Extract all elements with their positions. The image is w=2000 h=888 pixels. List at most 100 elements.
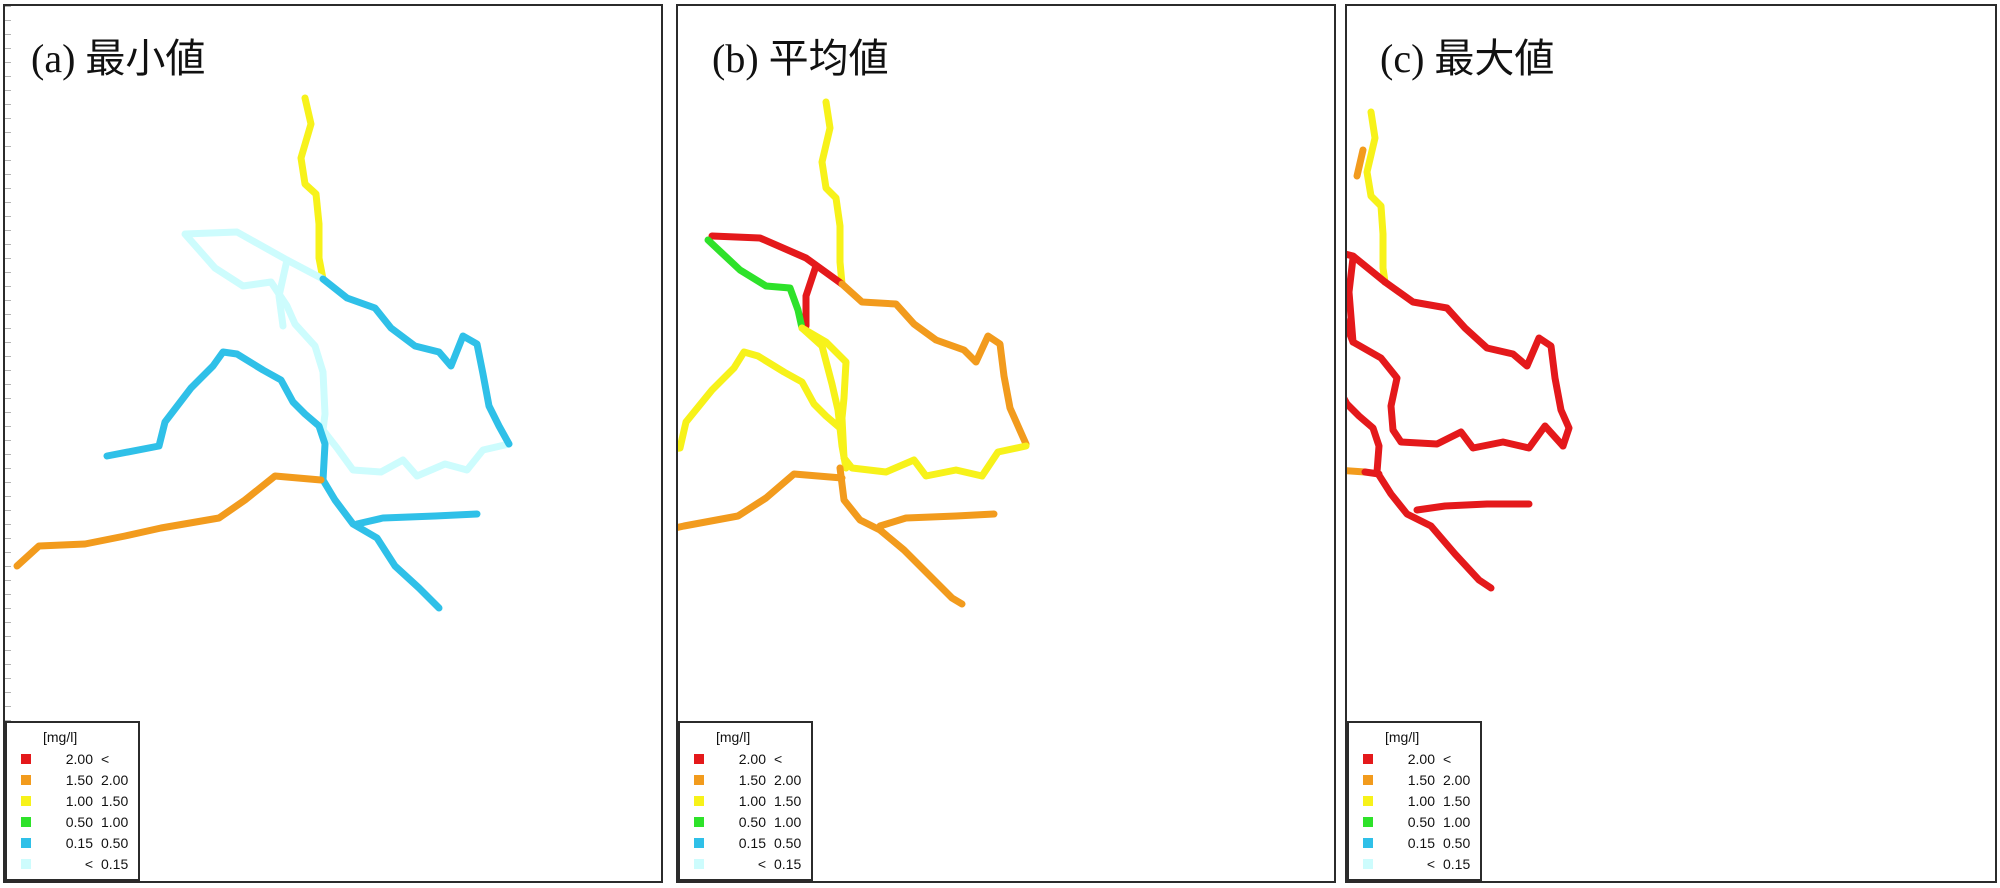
river-segment-red [1361, 468, 1383, 478]
legend-swatch [21, 775, 31, 785]
map-panel-average: (b) 平均値 [mg/l] 2.00 <1.50 2.00 1.00 1.50 0.50 1… [676, 4, 1336, 883]
legend-row-yellow: 1.00 1.50 [1363, 791, 1481, 811]
legend-from: 2.00 [65, 751, 93, 767]
river-segment-blue [319, 275, 513, 448]
legend-row-orange: 1.50 2.00 [1363, 770, 1481, 790]
legend-to: 1.00 [774, 814, 802, 830]
legend-to: 0.50 [1443, 835, 1471, 851]
legend: [mg/l] 2.00 <1.50 2.00 1.00 1.50 0.50 1.00 0.15 0… [5, 721, 140, 881]
legend-from: < [757, 856, 766, 872]
legend: [mg/l] 2.00 <1.50 2.00 1.00 1.50 0.50 1.00 0.15 0… [1347, 721, 1482, 881]
legend-swatch [1363, 775, 1373, 785]
river-segment-orange [1347, 467, 1369, 476]
river-segment-lightcyan [181, 228, 329, 434]
legend-to: < [101, 751, 110, 767]
river-segment-red [1347, 254, 1357, 346]
river-segment-red [1381, 278, 1573, 450]
legend-row-orange: 1.50 2.00 [694, 770, 812, 790]
legend-swatch [694, 796, 704, 806]
legend-from: 1.50 [738, 772, 766, 788]
legend-unit: [mg/l] [1385, 729, 1420, 745]
legend-to: 1.50 [774, 793, 802, 809]
legend-row-blue: 0.15 0.50 [21, 833, 139, 853]
river-segment-red [708, 232, 846, 288]
river-network-map [13, 94, 513, 612]
legend-swatch [694, 775, 704, 785]
legend-to: 2.00 [1443, 772, 1471, 788]
river-segment-orange [1353, 146, 1367, 180]
legend-row-green: 0.50 1.00 [694, 812, 812, 832]
river-segment-green [704, 236, 806, 332]
legend-from: 1.00 [738, 793, 766, 809]
legend-from: < [84, 856, 93, 872]
river-segment-red [1413, 500, 1533, 514]
river-segment-orange [13, 472, 325, 570]
panel-title: (a) 最小値 [31, 36, 206, 81]
legend-swatch [1363, 859, 1373, 869]
tick-marks [5, 6, 11, 881]
river-group [13, 94, 513, 612]
legend-swatch [21, 838, 31, 848]
legend-to: 1.00 [1443, 814, 1471, 830]
legend-from: 0.15 [1407, 835, 1435, 851]
legend-row-yellow: 1.00 1.50 [21, 791, 139, 811]
legend-row-lightcyan: <0.15 [694, 854, 812, 874]
river-segment-red [1349, 338, 1567, 452]
legend: [mg/l] 2.00 <1.50 2.00 1.00 1.50 0.50 1.00 0.15 0… [678, 721, 813, 881]
legend-to: 1.50 [1443, 793, 1471, 809]
legend-swatch [1363, 817, 1373, 827]
legend-swatch [21, 796, 31, 806]
legend-row-blue: 0.15 0.50 [694, 833, 812, 853]
legend-from: 1.50 [1407, 772, 1435, 788]
legend-row-red: 2.00 < [21, 749, 139, 769]
legend-swatch [21, 754, 31, 764]
legend-swatch [1363, 796, 1373, 806]
river-segment-yellow [1363, 108, 1389, 286]
legend-swatch [694, 838, 704, 848]
legend-swatch [1363, 838, 1373, 848]
legend-from: 0.50 [65, 814, 93, 830]
river-network-map [1347, 108, 1573, 592]
legend-to: 0.15 [774, 856, 802, 872]
legend-to: 0.50 [101, 835, 129, 851]
legend-row-green: 0.50 1.00 [21, 812, 139, 832]
river-group [678, 98, 1030, 608]
river-network-map [678, 98, 1030, 608]
legend-row-lightcyan: <0.15 [1363, 854, 1481, 874]
legend-row-blue: 0.15 0.50 [1363, 833, 1481, 853]
legend-from: 0.50 [738, 814, 766, 830]
legend-from: 2.00 [738, 751, 766, 767]
legend-to: 0.15 [101, 856, 129, 872]
river-segment-orange [876, 510, 998, 530]
legend-swatch [694, 817, 704, 827]
panel-title: (b) 平均値 [712, 36, 889, 81]
river-segment-yellow [798, 324, 1030, 480]
legend-from: 0.15 [738, 835, 766, 851]
legend-unit: [mg/l] [43, 729, 78, 745]
legend-row-red: 2.00 < [694, 749, 812, 769]
river-segment-orange [836, 464, 966, 608]
legend-to: 2.00 [774, 772, 802, 788]
legend-from: 0.50 [1407, 814, 1435, 830]
legend-to: < [1443, 751, 1452, 767]
river-segment-lightcyan [275, 256, 291, 330]
legend-swatch [21, 817, 31, 827]
legend-to: 2.00 [101, 772, 129, 788]
legend-swatch [21, 859, 31, 869]
legend-row-yellow: 1.00 1.50 [694, 791, 812, 811]
legend-from: < [1426, 856, 1435, 872]
legend-from: 1.50 [65, 772, 93, 788]
legend-to: 1.00 [101, 814, 129, 830]
river-segment-blue [103, 348, 443, 612]
river-segment-lightcyan [319, 426, 513, 480]
legend-row-red: 2.00 < [1363, 749, 1481, 769]
legend-unit: [mg/l] [716, 729, 751, 745]
legend-to: 0.50 [774, 835, 802, 851]
legend-swatch [694, 859, 704, 869]
river-segment-yellow [798, 324, 850, 472]
panel-title: (c) 最大値 [1380, 36, 1555, 81]
legend-to: 0.15 [1443, 856, 1471, 872]
legend-row-lightcyan: <0.15 [21, 854, 139, 874]
map-panel-minimum: (a) 最小値 [mg/l] 2.00 <1.50 2.00 1.00 1.50 0.50 1… [3, 4, 663, 883]
legend-row-orange: 1.50 2.00 [21, 770, 139, 790]
